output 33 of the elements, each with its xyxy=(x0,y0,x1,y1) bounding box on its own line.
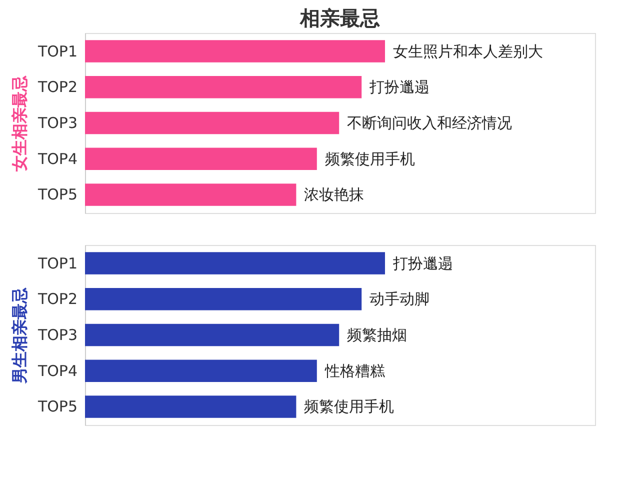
y-tick-label: TOP3 xyxy=(36,326,78,344)
bar xyxy=(85,324,340,346)
bar xyxy=(85,360,317,382)
annotation: 打扮邋遢 xyxy=(392,254,453,272)
annotation: 频繁抽烟 xyxy=(347,326,408,344)
bar xyxy=(85,112,340,134)
y-tick-label: TOP4 xyxy=(36,150,78,168)
annotation: 频繁使用手机 xyxy=(324,150,415,168)
y-tick-label: TOP3 xyxy=(36,114,78,132)
annotation: 打扮邋遢 xyxy=(368,78,430,96)
y-tick-label: TOP4 xyxy=(36,362,78,380)
y-tick-label: TOP2 xyxy=(36,290,78,308)
bar xyxy=(85,252,385,274)
annotation: 性格糟糕 xyxy=(324,362,385,380)
y-axis-title: 男生相亲最忌 xyxy=(10,288,29,384)
bar xyxy=(85,396,296,418)
bar xyxy=(85,148,317,170)
annotation: 浓妆艳抹 xyxy=(304,186,364,204)
bar xyxy=(85,76,362,98)
y-tick-label: TOP2 xyxy=(36,78,78,96)
bar xyxy=(85,288,362,310)
chart-title: 相亲最忌 xyxy=(299,6,380,30)
y-tick-label: TOP1 xyxy=(36,42,78,60)
y-axis-title: 女生相亲最忌 xyxy=(10,76,29,172)
annotation: 频繁使用手机 xyxy=(304,398,394,416)
bar xyxy=(85,184,296,206)
annotation: 女生照片和本人差别大 xyxy=(393,42,543,60)
y-tick-label: TOP1 xyxy=(36,254,78,272)
bar xyxy=(85,40,385,62)
y-tick-label: TOP5 xyxy=(36,186,78,204)
annotation: 不断询问收入和经济情况 xyxy=(347,114,512,132)
y-tick-label: TOP5 xyxy=(36,398,78,416)
annotation: 动手动脚 xyxy=(370,290,430,308)
